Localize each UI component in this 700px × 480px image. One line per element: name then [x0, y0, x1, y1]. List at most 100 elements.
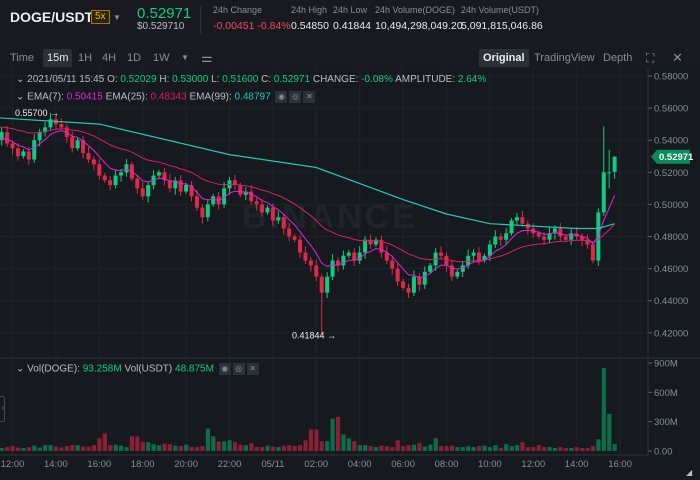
volume-bar	[330, 418, 335, 451]
candle-down	[498, 236, 503, 240]
volume-bar	[520, 442, 525, 451]
volume-bar	[439, 446, 444, 451]
volume-tick-label: 300M	[654, 417, 678, 428]
price-tick-label: 0.46000	[654, 264, 688, 275]
volume-bar	[270, 446, 276, 451]
candle-down	[108, 180, 113, 186]
volume-bar	[395, 440, 400, 451]
candle-down	[189, 185, 194, 197]
time-tick-label: 16:00	[608, 459, 632, 470]
symbol-dropdown-icon[interactable]: ▼	[113, 13, 121, 22]
volume-bar	[151, 444, 156, 451]
candle-up	[509, 220, 514, 234]
candle-up	[330, 260, 335, 277]
price-tick-label: 0.54000	[654, 136, 688, 147]
collapse-icon[interactable]: ⌄	[16, 363, 25, 375]
time-tick-label: 02:00	[304, 459, 328, 470]
label: EMA(7):	[27, 91, 64, 103]
candle-down	[303, 252, 308, 261]
candle-down	[238, 185, 243, 195]
volume-bar	[341, 434, 346, 451]
view-tradingview[interactable]: TradingView	[534, 52, 595, 64]
amplitude-value: 2.64%	[457, 74, 487, 85]
volume-bar	[119, 445, 124, 451]
volume-bar	[243, 445, 248, 451]
candle-up	[222, 188, 227, 205]
interval-1d[interactable]: 1D	[127, 52, 142, 64]
candle-up	[173, 180, 178, 189]
candle-down	[178, 180, 183, 192]
candle-down	[254, 201, 259, 205]
stat-value-volume-doge: 10,494,298,049.20	[375, 20, 463, 32]
volume-bar	[580, 448, 585, 451]
volume-bar	[135, 436, 140, 451]
volume-bar	[482, 445, 487, 451]
remove-icon[interactable]: ✕	[303, 91, 316, 103]
collapse-icon[interactable]: ⌄	[16, 74, 25, 85]
volume-bar	[53, 446, 59, 451]
volume-bar	[48, 445, 53, 451]
side-panel-toggle[interactable]: ›	[0, 396, 5, 422]
volume-bar	[205, 428, 210, 451]
symbol-title[interactable]: DOGE/USDT	[10, 9, 94, 25]
volume-bar	[428, 444, 433, 451]
volume-bar	[406, 445, 411, 451]
chart-toolbar: Time 15m 1H 4H 1D 1W ▼ ⚌ Original Tradin…	[0, 40, 700, 70]
candle-down	[287, 228, 292, 237]
volume-tick-label: 600M	[654, 388, 678, 399]
candle-up	[493, 236, 498, 245]
candle-down	[542, 236, 547, 240]
more-intervals-dropdown-icon[interactable]: ▼	[181, 53, 189, 62]
volume-bar	[444, 446, 449, 451]
label: Vol(DOGE):	[27, 363, 80, 375]
volume-tick-label: 900M	[654, 359, 678, 370]
candle-down	[194, 196, 199, 208]
fullscreen-icon[interactable]: ⛶	[646, 51, 655, 65]
watermark-logo: BINANCE	[242, 198, 418, 236]
view-depth[interactable]: Depth	[603, 52, 633, 64]
view-original[interactable]: Original	[479, 49, 529, 67]
volume-bar	[238, 444, 243, 451]
remove-icon[interactable]: ✕	[246, 363, 259, 375]
candle-down	[5, 132, 10, 144]
vol-doge-value: 93.258M	[82, 363, 122, 375]
indicator-settings-icon[interactable]: ⚌	[201, 50, 213, 65]
leverage-badge[interactable]: 5x	[91, 10, 110, 24]
interval-1h[interactable]: 1H	[78, 52, 93, 64]
collapse-icon[interactable]: ⌄	[16, 91, 25, 103]
settings-icon[interactable]: ◎	[289, 91, 302, 103]
close-icon[interactable]: ✕	[672, 50, 683, 65]
candle-down	[368, 239, 373, 245]
candle-up	[428, 265, 433, 272]
label: EMA(25):	[105, 91, 148, 103]
candles-layer	[0, 112, 617, 336]
volume-bar	[477, 446, 482, 451]
settings-icon[interactable]: ◎	[232, 363, 245, 375]
candle-down	[580, 236, 585, 240]
candle-down	[10, 143, 15, 149]
interval-1w[interactable]: 1W	[153, 52, 170, 64]
candle-down	[135, 178, 140, 189]
candle-down	[406, 287, 411, 293]
volume-bar	[455, 447, 460, 451]
candle-down	[379, 239, 384, 253]
high-price-annotation: 0.55700 →	[15, 108, 59, 118]
candle-down	[86, 153, 91, 160]
volume-bar	[91, 445, 97, 451]
interval-4h[interactable]: 4H	[102, 52, 117, 64]
candle-down	[97, 164, 102, 176]
volume-bar	[368, 446, 373, 451]
interval-15m[interactable]: 15m	[43, 49, 73, 67]
time-button[interactable]: Time	[10, 52, 35, 64]
volume-bar	[384, 446, 389, 451]
stat-label: 24h Volume(USDT)	[461, 5, 540, 15]
eye-icon[interactable]: ◉	[275, 91, 288, 103]
resize-handle-icon[interactable]: ◢	[686, 468, 693, 477]
volume-bar	[260, 447, 265, 451]
candle-down	[167, 180, 172, 189]
candle-up	[357, 252, 362, 261]
market-header: DOGE/USDT 5x ▼ 0.52971 $0.529710 24h Cha…	[0, 0, 700, 40]
eye-icon[interactable]: ◉	[218, 363, 231, 375]
candle-down	[384, 252, 389, 261]
